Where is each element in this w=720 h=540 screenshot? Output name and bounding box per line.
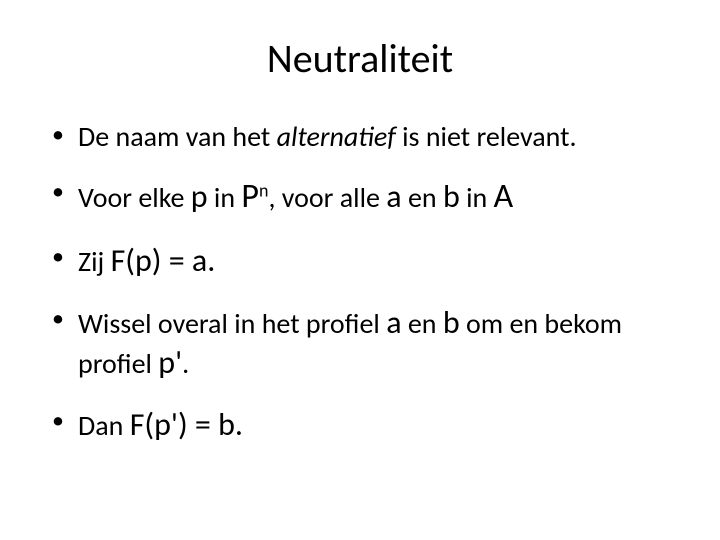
text: en bbox=[402, 306, 443, 341]
slide-title: Neutraliteit bbox=[48, 34, 672, 83]
text: Dan bbox=[78, 408, 130, 443]
bullet-item: De naam van het alternatief is niet rele… bbox=[48, 119, 672, 154]
text: is niet relevant. bbox=[396, 119, 577, 154]
text: Voor elke bbox=[78, 180, 191, 215]
bullet-list: De naam van het alternatief is niet rele… bbox=[48, 119, 672, 445]
text: en bbox=[402, 180, 443, 215]
bullet-item: Wissel overal in het profiel a en b om e… bbox=[48, 303, 672, 383]
math-var-big-p: P bbox=[241, 176, 259, 217]
math-expr: F(p') = b. bbox=[130, 405, 243, 444]
bullet-item: Zij F(p) = a. bbox=[48, 241, 672, 281]
text: . bbox=[182, 346, 189, 381]
math-var-b: b bbox=[443, 177, 460, 216]
text: , voor alle bbox=[268, 180, 386, 215]
text: De naam van het bbox=[78, 119, 277, 154]
italic-word: alternatief bbox=[277, 119, 396, 154]
text: Wissel overal in het profiel bbox=[78, 306, 386, 341]
text: Zij bbox=[78, 244, 111, 279]
math-var-pprime: p' bbox=[158, 343, 182, 382]
bullet-item: Voor elke p in Pn, voor alle a en b in A bbox=[48, 176, 672, 219]
math-var-big-a: A bbox=[494, 176, 514, 217]
math-expr: F(p) = a. bbox=[111, 241, 216, 280]
math-var-p: p bbox=[191, 177, 208, 216]
math-var-a: a bbox=[386, 303, 401, 342]
text: in bbox=[460, 180, 494, 215]
math-var-b: b bbox=[443, 303, 460, 342]
text: in bbox=[208, 180, 242, 215]
math-var-a: a bbox=[386, 177, 401, 216]
bullet-item: Dan F(p') = b. bbox=[48, 405, 672, 445]
